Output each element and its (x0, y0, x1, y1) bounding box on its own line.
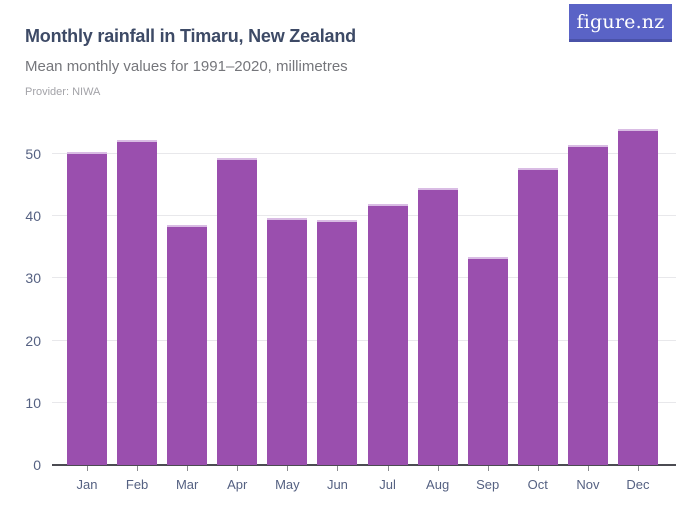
chart-title: Monthly rainfall in Timaru, New Zealand (25, 26, 356, 46)
x-axis-label-feb: Feb (125, 477, 149, 492)
x-axis-label-oct: Oct (527, 477, 548, 492)
figurenz-logo[interactable]: figure.nz (569, 4, 672, 42)
y-axis-label-10: 10 (25, 394, 41, 411)
gridline-20 (52, 339, 676, 341)
y-axis-label-50: 50 (25, 146, 41, 162)
chart-subtitle: Mean monthly values for 1991–2020, milli… (25, 58, 348, 75)
x-axis-label-dec: Dec (626, 477, 650, 492)
x-axis-tick-jun (337, 466, 339, 471)
bar-jul[interactable] (367, 203, 408, 465)
x-axis-tick-nov (587, 466, 589, 471)
gridline-30 (52, 277, 676, 279)
gridline-10 (52, 401, 676, 403)
y-axis: 0 10 20 30 40 50 (0, 120, 46, 473)
bar-apr[interactable] (217, 158, 258, 465)
gridline-40 (52, 215, 676, 217)
bar-chart-plot-area (52, 120, 676, 466)
x-axis-tick-jan (87, 466, 88, 471)
x-axis-tick-sep (487, 466, 489, 471)
x-axis-tick-feb (137, 466, 139, 471)
x-axis-tick-may (287, 466, 289, 471)
bar-sep[interactable] (467, 256, 508, 465)
bar-feb[interactable] (117, 140, 158, 465)
x-axis-label-mar: Mar (175, 477, 199, 492)
x-axis-tick-oct (537, 466, 539, 471)
bar-oct[interactable] (517, 167, 558, 465)
y-axis-label-30: 30 (25, 270, 41, 287)
x-axis-tick-apr (237, 466, 239, 471)
x-axis-label-jul: Jul (379, 477, 396, 492)
bar-nov[interactable] (567, 144, 608, 465)
x-axis-label-aug: Aug (426, 477, 450, 492)
x-axis-label-may: May (275, 477, 300, 492)
y-axis-label-40: 40 (25, 208, 41, 225)
x-axis-label-jan: Jan (76, 477, 98, 492)
bar-mar[interactable] (167, 224, 208, 465)
bar-jun[interactable] (317, 219, 358, 465)
y-axis-label-0: 0 (33, 457, 41, 473)
x-axis: Jan Feb Mar Apr May Jun Jul Aug Sep Oct Nov Dec (54, 466, 676, 502)
x-axis-label-apr: Apr (227, 477, 248, 492)
x-axis-tick-dec (637, 466, 639, 471)
figurenz-logo-text: figure.nz (576, 10, 665, 33)
x-axis-label-sep: Sep (476, 477, 500, 492)
x-axis-tick-aug (437, 466, 439, 471)
x-axis-label-nov: Nov (576, 477, 600, 492)
provider-label: Provider: NIWA (25, 86, 101, 98)
gridline-50 (52, 153, 676, 154)
bar-dec[interactable] (617, 129, 658, 465)
bar-jan[interactable] (67, 152, 107, 465)
x-axis-baseline (52, 464, 676, 466)
bar-aug[interactable] (417, 187, 458, 465)
y-axis-label-20: 20 (25, 332, 41, 349)
bar-may[interactable] (267, 218, 308, 465)
x-axis-tick-mar (187, 466, 189, 471)
x-axis-tick-jul (387, 466, 389, 471)
x-axis-label-jun: Jun (326, 477, 348, 492)
